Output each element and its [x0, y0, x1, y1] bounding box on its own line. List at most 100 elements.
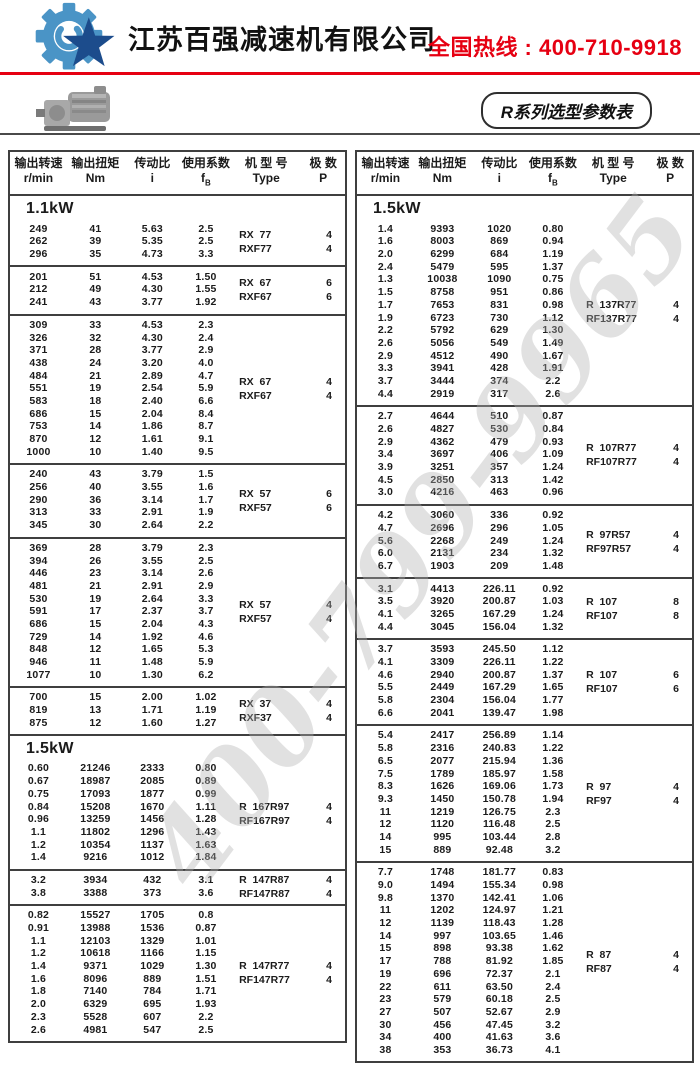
value-cell: 1.21 — [542, 904, 564, 917]
value-cell: 15 — [89, 617, 102, 630]
value-cell: 547 — [143, 1023, 162, 1036]
value-cell: 1139 — [430, 917, 455, 930]
value-cell: 4.53 — [141, 270, 163, 283]
header-label-zh: 传动比 — [481, 156, 518, 170]
value-cell: 3.20 — [141, 356, 163, 369]
value-cell: 17 — [89, 605, 102, 618]
table-row: 4.4 3045 156.04 1.32 — [357, 620, 692, 633]
value-cell: 2.5 — [198, 554, 214, 567]
value-cell: 7140 — [83, 985, 108, 998]
value-cell: 38 — [379, 1043, 392, 1056]
value-cell: 1789 — [430, 767, 455, 780]
value-cell: 51 — [89, 270, 102, 283]
value-cell: 0.8 — [198, 909, 214, 922]
value-cell: 3.3 — [198, 248, 214, 261]
value-cell: 1.24 — [542, 534, 564, 547]
value-cell: 36 — [89, 493, 102, 506]
table-row: 7.7 1748 181.77 0.83 — [357, 866, 692, 879]
value-cell: 18987 — [80, 775, 111, 788]
value-cell: 1.4 — [30, 851, 47, 864]
header-label-zh: 输出扭矩 — [418, 156, 467, 170]
value-cell: 2.0 — [377, 248, 394, 261]
value-cell: 313 — [490, 473, 509, 486]
value-cell: 11 — [379, 805, 392, 818]
type-line: RXF37 4 — [231, 711, 345, 725]
header-label-zh: 机 型 号 — [591, 156, 635, 170]
value-cell: 819 — [29, 704, 48, 717]
value-cell: 8096 — [83, 972, 108, 985]
table-header-cell: 机 型 号 Type — [231, 156, 301, 190]
table-row: 0.75 17093 1877 0.99 — [10, 788, 345, 801]
table-header-cell: 输出扭矩 Nm — [414, 156, 471, 190]
value-cell: 23 — [379, 993, 392, 1006]
table-row: 2.0 6299 684 1.19 — [357, 248, 692, 261]
table-group: 5.4 2417 256.89 1.14 5.8 2316 240.83 1.22 6.5 207… — [357, 726, 692, 864]
table-row: 11 1202 124.97 1.21 — [357, 904, 692, 917]
table-row: 1.4 9371 1029 1.30 — [10, 960, 345, 973]
value-cell: 2.5 — [198, 235, 214, 248]
value-cell: 3.14 — [141, 567, 163, 580]
value-cell: 0.80 — [542, 222, 564, 235]
table-row: 753 14 1.86 8.7 — [10, 420, 345, 433]
value-cell: 4.53 — [141, 318, 163, 331]
table-row: 1.4 9393 1020 0.80 — [357, 222, 692, 235]
type-label: RF167R97 — [239, 814, 290, 827]
value-cell: 5.4 — [377, 729, 394, 742]
table-group-body: 3.2 3934 432 3.1 3.8 3388 373 3.6 R 147R87 4 RF147… — [10, 871, 345, 904]
table-row: 14 995 103.44 2.8 — [357, 831, 692, 844]
table-row: 2.7 4644 510 0.87 — [357, 410, 692, 423]
value-cell: 2.5 — [198, 222, 214, 235]
value-cell: 9.5 — [198, 445, 214, 458]
table-row: 7.5 1789 185.97 1.58 — [357, 767, 692, 780]
value-cell: 9216 — [83, 851, 108, 864]
type-line: RF107R77 4 — [578, 455, 692, 469]
value-cell: 139.47 — [482, 706, 516, 719]
type-label: RF97 — [586, 794, 612, 807]
pole-count: 4 — [326, 243, 332, 256]
table-row: 9.3 1450 150.78 1.94 — [357, 793, 692, 806]
value-cell: 2.40 — [141, 394, 163, 407]
table-row: 2.3 5528 607 2.2 — [10, 1011, 345, 1024]
value-cell: 3309 — [430, 656, 455, 669]
value-cell: 629 — [490, 324, 509, 337]
value-cell: 155.34 — [482, 879, 516, 892]
table-row: 5.8 2316 240.83 1.22 — [357, 742, 692, 755]
table-row: 1.7 7653 831 0.98 — [357, 299, 692, 312]
type-line: R 107R77 4 — [578, 441, 692, 455]
type-label: R 167R97 — [239, 800, 290, 813]
value-cell: 2268 — [430, 534, 455, 547]
type-label: R 107 — [586, 669, 618, 682]
table-group-body: 700 15 2.00 1.02 819 13 1.71 1.19 875 12 1.60 1.27 R… — [10, 688, 345, 734]
value-cell: 4512 — [430, 349, 455, 362]
value-cell: 9.8 — [377, 891, 394, 904]
header-label-unit: Type — [252, 171, 280, 185]
table-row: 249 41 5.63 2.5 — [10, 222, 345, 235]
value-cell: 2.37 — [141, 605, 163, 618]
value-cell: 446 — [29, 567, 48, 580]
value-cell: 700 — [29, 691, 48, 704]
table-row: 241 43 3.77 1.92 — [10, 296, 345, 309]
value-cell: 583 — [29, 394, 48, 407]
pole-count: 4 — [326, 376, 332, 389]
table-header-cell: 使用系数 fB — [181, 156, 231, 190]
table-row: 6.5 2077 215.94 1.36 — [357, 755, 692, 768]
table-row: 484 21 2.89 4.7 — [10, 369, 345, 382]
value-cell: 591 — [29, 605, 48, 618]
table-row: 313 33 2.91 1.9 — [10, 506, 345, 519]
pole-count: 4 — [673, 313, 679, 326]
value-cell: 1903 — [430, 559, 455, 572]
value-cell: 4.5 — [377, 473, 394, 486]
table-row: 0.91 13988 1536 0.87 — [10, 922, 345, 935]
table-group: 1.1kW 249 41 5.63 2.5 262 39 5.35 2.5 296 35 4.73 3.… — [10, 196, 345, 268]
value-cell: 5.9 — [198, 382, 214, 395]
value-cell: 3.0 — [377, 486, 394, 499]
table-group: 3.1 4413 226.11 0.92 3.5 3920 200.87 1.03 4.1 326… — [357, 579, 692, 641]
header-label-unit: P — [666, 171, 675, 185]
table-row: 309 33 4.53 2.3 — [10, 319, 345, 332]
value-cell: 200.87 — [482, 595, 516, 608]
value-cell: 3.7 — [198, 605, 214, 618]
table-row: 3.3 3941 428 1.91 — [357, 362, 692, 375]
table-group: 3.7 3593 245.50 1.12 4.1 3309 226.11 1.22 4.6 294… — [357, 640, 692, 727]
value-cell: 8.3 — [377, 780, 394, 793]
